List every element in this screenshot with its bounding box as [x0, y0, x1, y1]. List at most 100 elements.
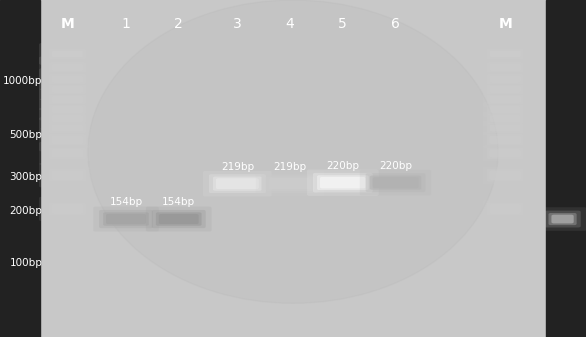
FancyBboxPatch shape: [203, 171, 271, 196]
FancyBboxPatch shape: [490, 106, 521, 113]
FancyBboxPatch shape: [146, 207, 212, 232]
FancyBboxPatch shape: [477, 128, 533, 151]
FancyBboxPatch shape: [486, 114, 524, 124]
Text: M: M: [60, 17, 74, 31]
FancyBboxPatch shape: [483, 47, 528, 61]
FancyBboxPatch shape: [551, 215, 574, 223]
FancyBboxPatch shape: [477, 79, 533, 100]
FancyBboxPatch shape: [307, 170, 379, 196]
FancyBboxPatch shape: [49, 148, 86, 159]
Bar: [546, 0, 586, 337]
FancyBboxPatch shape: [49, 49, 86, 59]
FancyBboxPatch shape: [49, 123, 86, 133]
FancyBboxPatch shape: [483, 200, 528, 218]
FancyBboxPatch shape: [490, 136, 521, 144]
FancyBboxPatch shape: [477, 99, 533, 120]
FancyBboxPatch shape: [483, 145, 528, 161]
FancyBboxPatch shape: [45, 102, 90, 117]
FancyBboxPatch shape: [52, 149, 83, 157]
FancyBboxPatch shape: [477, 68, 533, 90]
FancyBboxPatch shape: [49, 74, 86, 84]
FancyBboxPatch shape: [313, 173, 373, 192]
FancyBboxPatch shape: [490, 204, 521, 214]
FancyBboxPatch shape: [477, 163, 533, 187]
FancyBboxPatch shape: [45, 145, 90, 161]
FancyBboxPatch shape: [486, 104, 524, 115]
Text: 154bp: 154bp: [162, 197, 195, 207]
FancyBboxPatch shape: [477, 57, 533, 78]
FancyBboxPatch shape: [490, 171, 521, 180]
FancyBboxPatch shape: [45, 121, 90, 135]
FancyBboxPatch shape: [490, 115, 521, 122]
FancyBboxPatch shape: [490, 125, 521, 131]
FancyBboxPatch shape: [490, 64, 521, 71]
FancyBboxPatch shape: [103, 212, 149, 226]
FancyBboxPatch shape: [93, 207, 159, 232]
FancyBboxPatch shape: [45, 72, 90, 87]
FancyBboxPatch shape: [45, 60, 90, 75]
FancyBboxPatch shape: [486, 123, 524, 133]
FancyBboxPatch shape: [49, 169, 86, 182]
FancyBboxPatch shape: [483, 102, 528, 117]
FancyBboxPatch shape: [486, 74, 524, 84]
FancyBboxPatch shape: [106, 214, 146, 224]
FancyBboxPatch shape: [39, 68, 96, 90]
FancyBboxPatch shape: [483, 132, 528, 148]
FancyBboxPatch shape: [483, 60, 528, 75]
Text: 300bp: 300bp: [9, 172, 42, 182]
FancyBboxPatch shape: [52, 76, 83, 83]
Text: 220bp: 220bp: [379, 161, 412, 171]
FancyBboxPatch shape: [39, 163, 96, 187]
Text: 6: 6: [391, 17, 400, 31]
FancyBboxPatch shape: [49, 203, 86, 215]
FancyBboxPatch shape: [268, 178, 312, 189]
Text: 219bp: 219bp: [274, 162, 306, 172]
FancyBboxPatch shape: [320, 177, 366, 188]
FancyBboxPatch shape: [477, 142, 533, 165]
FancyBboxPatch shape: [483, 82, 528, 97]
FancyBboxPatch shape: [52, 106, 83, 113]
FancyBboxPatch shape: [39, 57, 96, 78]
FancyBboxPatch shape: [317, 175, 369, 190]
FancyBboxPatch shape: [370, 176, 421, 190]
FancyBboxPatch shape: [49, 84, 86, 94]
FancyBboxPatch shape: [209, 174, 266, 193]
FancyBboxPatch shape: [52, 136, 83, 144]
FancyBboxPatch shape: [49, 134, 86, 146]
FancyBboxPatch shape: [39, 117, 96, 139]
FancyBboxPatch shape: [45, 92, 90, 107]
Text: 5: 5: [339, 17, 347, 31]
Text: M: M: [498, 17, 512, 31]
FancyBboxPatch shape: [39, 142, 96, 165]
FancyBboxPatch shape: [483, 72, 528, 87]
FancyBboxPatch shape: [483, 92, 528, 107]
FancyBboxPatch shape: [486, 203, 524, 215]
FancyBboxPatch shape: [486, 62, 524, 72]
Text: 100bp: 100bp: [9, 258, 42, 268]
Text: 500bp: 500bp: [9, 130, 42, 140]
FancyBboxPatch shape: [490, 86, 521, 93]
FancyBboxPatch shape: [45, 47, 90, 61]
FancyBboxPatch shape: [486, 134, 524, 146]
FancyBboxPatch shape: [49, 94, 86, 104]
FancyBboxPatch shape: [266, 177, 314, 191]
FancyBboxPatch shape: [477, 89, 533, 110]
FancyBboxPatch shape: [39, 99, 96, 120]
FancyBboxPatch shape: [483, 121, 528, 135]
FancyBboxPatch shape: [52, 125, 83, 131]
FancyBboxPatch shape: [99, 210, 153, 228]
FancyBboxPatch shape: [39, 79, 96, 100]
Text: 4: 4: [286, 17, 294, 31]
FancyBboxPatch shape: [45, 82, 90, 97]
FancyBboxPatch shape: [52, 171, 83, 180]
Text: 154bp: 154bp: [110, 197, 142, 207]
Text: 1000bp: 1000bp: [3, 76, 42, 86]
FancyBboxPatch shape: [45, 166, 90, 184]
FancyBboxPatch shape: [548, 213, 577, 225]
Ellipse shape: [88, 0, 498, 303]
FancyBboxPatch shape: [39, 43, 96, 65]
FancyBboxPatch shape: [360, 170, 431, 195]
FancyBboxPatch shape: [49, 104, 86, 115]
FancyBboxPatch shape: [49, 62, 86, 72]
FancyBboxPatch shape: [490, 96, 521, 103]
